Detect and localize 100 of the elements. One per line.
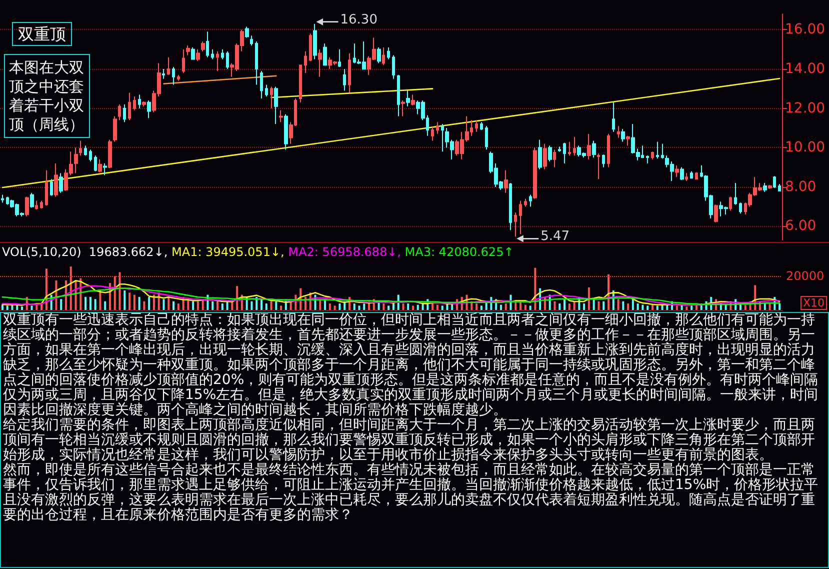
candlestick [626,135,630,146]
candlestick [123,104,126,123]
bar [617,299,620,310]
bar [558,303,561,310]
bar [778,303,781,310]
bar [260,299,262,310]
bar [192,301,194,310]
candlestick [734,182,737,206]
candlestick [147,100,151,119]
y-tick-label: 14.00 [785,61,826,78]
bar [568,303,570,310]
bar [128,292,131,310]
candlestick [318,48,322,78]
candlestick [348,52,351,94]
candlestick [221,48,224,60]
candlestick [685,172,688,182]
candlestick [211,48,214,60]
candlestick [94,154,97,172]
candlestick [79,140,82,156]
candlestick [186,44,190,56]
candlestick [661,143,664,159]
bar [402,303,404,310]
bar [407,303,410,310]
bar [196,301,199,310]
candlestick [323,42,327,66]
bar [476,303,478,310]
text: X10 [802,296,825,310]
candlestick [533,147,537,200]
candlestick [226,50,229,70]
candlestick [128,92,131,121]
candlestick [656,141,659,159]
candlestick [675,164,679,178]
bar [422,303,424,310]
candlestick [519,200,522,235]
bar [636,303,639,310]
candlestick [1,194,4,204]
candlestick [592,140,596,158]
candlestick [309,33,312,62]
candlestick [680,166,684,181]
text: 双重顶 [18,24,66,44]
bar [504,303,507,310]
candlestick [108,139,112,169]
candlestick [553,149,556,168]
bar [124,290,126,310]
bar [328,303,331,310]
candlestick [182,48,185,74]
bar [168,296,170,310]
candlestick [411,94,415,106]
text: 20000 [786,269,824,284]
candlestick [196,48,200,62]
bar [216,301,218,310]
bar [554,301,556,310]
annotation: 16.30 [340,12,378,28]
bar [226,301,228,310]
bar [177,303,180,310]
candlestick [25,196,29,217]
text: 给定我们需要的条件，即图表上两顶部高度近似相同，但时间距离大于一个月，第二次上涨的交易活动较第一次上涨时要少，而且两顶间有一轮相当沉缓或不规则且圆滑的回撤，那么我们要警惕双重顶反转已形成，如果一个小的头肩形或下降三角形在第二个顶部开始形成，实际情况也经常是这样，我们可以警惕防护，以至于用收市价止损指令来保护多头头寸或转向一些更有前景的图表。 [3,417,816,463]
bar [441,306,444,310]
candlestick [406,90,410,107]
bar [724,304,727,310]
candlestick [397,74,400,117]
candlestick [431,126,434,142]
candlestick [113,116,117,142]
candlestick [35,200,38,210]
bar [588,287,590,310]
candlestick [651,151,654,160]
bar [84,296,87,310]
candlestick [763,182,767,192]
y-tick-label: 12.00 [785,100,826,116]
bar [592,299,595,310]
bar [602,301,605,310]
candlestick [612,100,615,132]
candlestick [714,204,718,223]
bar [60,299,62,310]
bar [138,296,140,310]
bar [500,304,502,310]
candlestick [216,50,219,72]
bar [338,303,341,310]
text: 然而，即使是所有这些信号合起来也不是最终结论性东西。有些情况未被包括，而且经常如此。在较高交易量的第一个顶部是一正常事件，仅告诉我们，那里需求遇上足够供给，可阻止上涨运动并产生回撤。当回撤渐渐使价格越来越低，低过15%时，价格形状拉平且没有激烈的反弹，这要么表明需求在最后一次上涨中已耗尽，要么那儿的卖盘不仅仅代表着短期盈利性兑现。随高点是否证明了重要的出仓过程，且在原来价格范围内是否有更多的需求？ [3,462,820,523]
candlestick [729,196,732,212]
candlestick [382,46,385,66]
y-tick-label: 6.00 [785,218,816,234]
candlestick [167,56,170,76]
candlestick [206,31,209,58]
bar [573,301,576,310]
candlestick [509,182,512,231]
y-tick-label: 10.00 [785,140,826,156]
bar [642,304,644,310]
candlestick [74,147,78,174]
candlestick [245,26,249,38]
candlestick [441,124,444,152]
bar [6,306,8,310]
candlestick [436,122,439,134]
candlestick [690,170,693,179]
candlestick [338,48,341,68]
bar [89,296,92,310]
candlestick [162,68,165,80]
bar [280,306,282,310]
candlestick [84,145,87,156]
bar [744,304,746,310]
